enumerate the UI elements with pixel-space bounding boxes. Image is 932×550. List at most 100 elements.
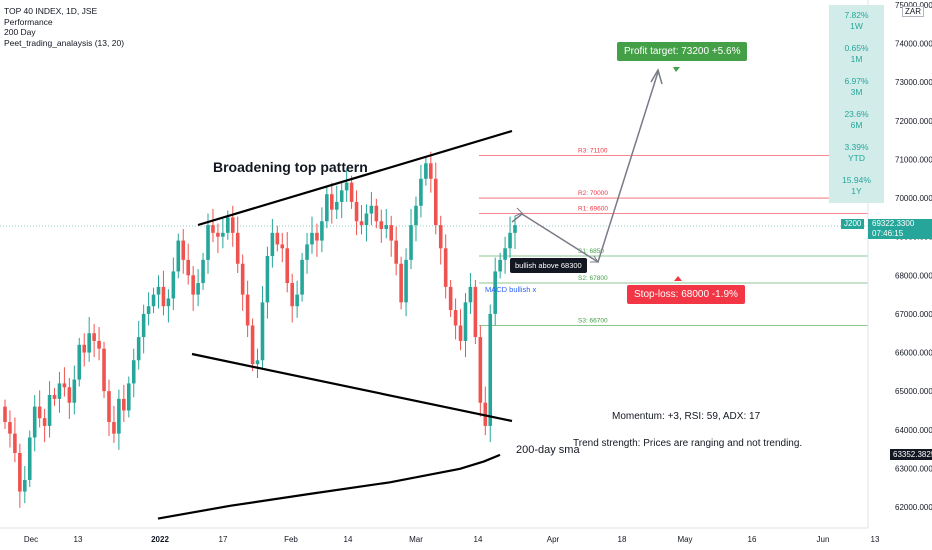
- x-tick-label: 18: [618, 535, 627, 544]
- candle-body: [320, 221, 324, 241]
- sma-label[interactable]: 200-day sma: [516, 444, 580, 456]
- candle-body: [141, 313, 146, 338]
- legend-sma[interactable]: 200 Day: [4, 27, 36, 37]
- candle-body: [201, 259, 205, 284]
- candle-body: [18, 452, 22, 492]
- performance-cell[interactable]: 6.97% 3M: [829, 71, 884, 104]
- candle-body: [211, 225, 215, 233]
- y-tick-label: 70000.0000: [895, 194, 932, 203]
- performance-cell[interactable]: 3.39% YTD: [829, 137, 884, 170]
- y-tick-label: 62000.0000: [895, 503, 932, 512]
- x-tick-label: 13: [74, 535, 83, 544]
- performance-cell[interactable]: 0.65% 1M: [829, 38, 884, 71]
- candle-body: [32, 406, 37, 438]
- candle-body: [280, 244, 285, 249]
- candle-body: [8, 422, 12, 434]
- pivot-label: R2: 70000: [578, 190, 608, 197]
- candle-body: [339, 190, 344, 202]
- candle-body: [92, 333, 96, 341]
- candle-body: [196, 283, 200, 295]
- candle-body: [156, 286, 161, 295]
- candle-body: [72, 379, 77, 403]
- candle-body: [270, 232, 275, 256]
- price-tag-value: 69322.3300: [872, 219, 915, 228]
- candle-body: [359, 221, 364, 226]
- candles: [3, 151, 517, 508]
- price-tag: J200 69322.3300 07:46:15: [841, 219, 932, 239]
- candle-body: [176, 240, 181, 272]
- candle-body: [221, 232, 225, 237]
- legend-indicator[interactable]: Peet_trading_analaysis (13, 20): [4, 37, 125, 48]
- candle-body: [77, 344, 82, 380]
- candle-body: [404, 259, 408, 303]
- candle-body: [438, 225, 443, 249]
- candle-body: [433, 178, 438, 226]
- candle-body: [290, 283, 294, 307]
- sma-line: [157, 453, 501, 520]
- y-tick-label: 73000.0000: [895, 78, 932, 87]
- candle-body: [97, 340, 101, 349]
- candle-body: [27, 437, 32, 480]
- candle-body: [245, 294, 250, 326]
- projection-arrow-small: [514, 207, 523, 217]
- performance-value: 0.65%: [844, 43, 869, 53]
- candle-body: [136, 337, 141, 361]
- candle-body: [13, 433, 17, 453]
- candle-body: [384, 225, 389, 229]
- candle-body: [23, 479, 27, 492]
- currency-badge[interactable]: ZAR: [902, 6, 924, 17]
- x-tick-label: 16: [748, 535, 757, 544]
- candle-body: [131, 360, 136, 384]
- candle-body: [107, 391, 111, 423]
- candle-body: [146, 306, 151, 314]
- pivot-levels: R3: 71100 R2: 70000 R1: 69600 S1: 6850 S2: 6…: [0, 148, 868, 326]
- candle-body: [3, 406, 7, 423]
- performance-value: 6.97%: [844, 76, 869, 86]
- drawings: [157, 67, 682, 520]
- momentum-label[interactable]: Momentum: +3, RSI: 59, ADX: 17: [612, 411, 761, 422]
- projection-arrow-mid: [590, 255, 599, 263]
- pivot-label: S2: 67800: [578, 275, 608, 282]
- performance-cell[interactable]: 7.82% 1W: [829, 5, 884, 38]
- candle-body: [424, 163, 428, 179]
- legend-performance[interactable]: Performance: [4, 16, 53, 27]
- x-tick-label: 14: [344, 535, 353, 544]
- candle-body: [503, 248, 507, 260]
- performance-cell[interactable]: 15.94% 1Y: [829, 170, 884, 203]
- candle-body: [62, 383, 67, 388]
- candle-body: [409, 225, 413, 260]
- x-tick-label: 17: [219, 535, 228, 544]
- candle-body: [498, 259, 502, 272]
- price-tag-countdown: 07:46:15: [872, 229, 904, 238]
- candle-body: [473, 286, 478, 338]
- candle-body: [216, 232, 220, 237]
- profit-target-label[interactable]: Profit target: 73200 +5.6%: [617, 42, 748, 61]
- trend-label[interactable]: Trend strength: Prices are ranging and n…: [573, 438, 803, 449]
- macd-label[interactable]: MACD bullish x: [485, 285, 537, 294]
- y-tick-label: 74000.0000: [895, 40, 932, 49]
- candle-body: [112, 422, 116, 434]
- candle-body: [226, 217, 230, 233]
- symbol-title[interactable]: TOP 40 INDEX, 1D, JSE: [4, 6, 98, 16]
- candle-body: [419, 178, 423, 206]
- stop-label-pointer: [674, 276, 682, 281]
- x-tick-label: 13: [871, 535, 880, 544]
- candle-body: [295, 294, 299, 307]
- candle-body: [369, 205, 374, 214]
- candle-body: [379, 221, 384, 229]
- y-tick-label: 63000.0000: [895, 464, 932, 473]
- x-tick-label: Apr: [547, 535, 560, 544]
- pivot-label: R3: 71100: [578, 148, 608, 155]
- stop-loss-label[interactable]: Stop-loss: 68000 -1.9%: [627, 285, 745, 304]
- candle-body: [265, 256, 270, 303]
- y-tick-label: 66000.0000: [895, 349, 932, 358]
- performance-cell[interactable]: 23.6% 6M: [829, 104, 884, 137]
- candle-body: [161, 286, 166, 307]
- pattern-label[interactable]: Broadening top pattern: [213, 159, 368, 175]
- candle-body: [52, 395, 57, 399]
- performance-period: 3M: [850, 87, 863, 97]
- bullish-above-label[interactable]: bullish above 68300: [510, 258, 587, 273]
- chart-legend: TOP 40 INDEX, 1D, JSE Performance 200 Da…: [4, 6, 124, 48]
- performance-value: 7.82%: [844, 10, 869, 20]
